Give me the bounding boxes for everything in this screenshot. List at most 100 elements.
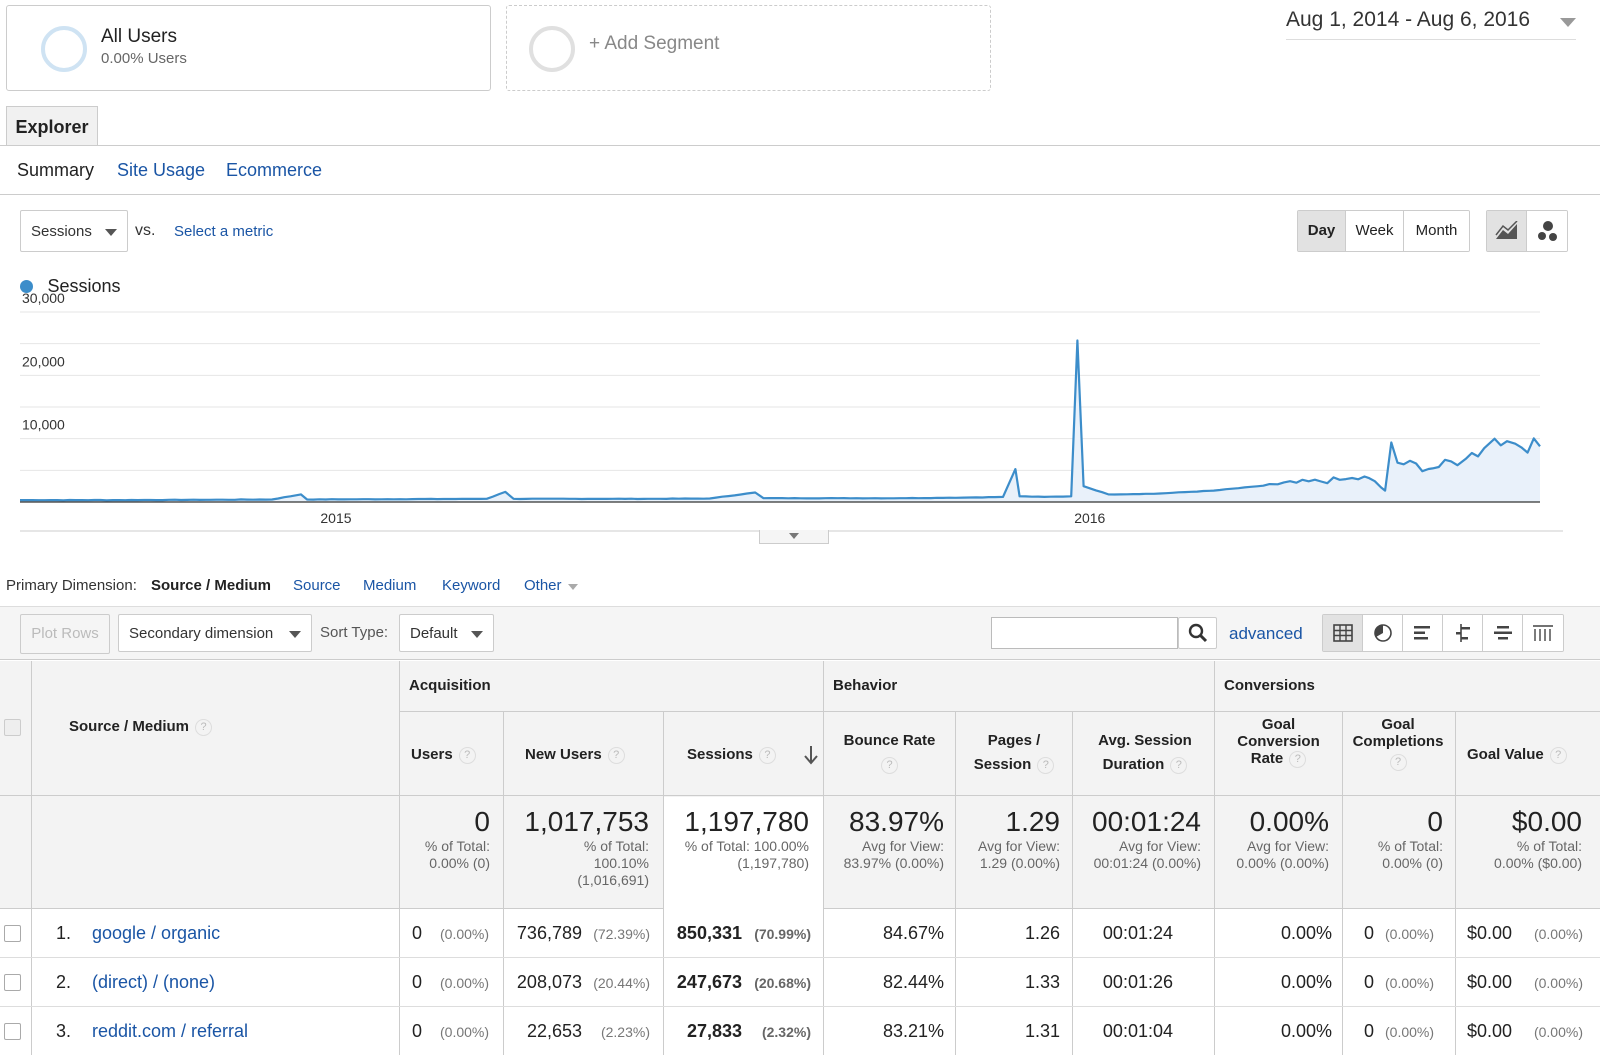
- row-goal-completions-pct: (0.00%): [1385, 1024, 1435, 1040]
- row-source-medium-link[interactable]: google / organic: [92, 923, 221, 943]
- row-source-medium-link[interactable]: (direct) / (none): [92, 972, 216, 992]
- total-avg-session-value: 00:01:24: [1092, 806, 1201, 837]
- row-sessions: 27,833: [686, 1021, 742, 1041]
- total-new-users-sub-1: % of Total:: [583, 838, 649, 854]
- col-new-users[interactable]: New Users?: [525, 746, 625, 764]
- row-number: 2.: [56, 972, 72, 992]
- row-sessions-pct: (70.99%): [754, 926, 811, 942]
- row-goal-completions-pct: (0.00%): [1385, 926, 1435, 942]
- advanced-link[interactable]: advanced: [1229, 624, 1303, 643]
- segment-subtitle: 0.00% Users: [101, 50, 187, 67]
- data-table-view-icon[interactable]: [1323, 615, 1363, 651]
- metric-select[interactable]: Sessions: [20, 210, 128, 252]
- sort-type-select[interactable]: Default: [399, 614, 494, 652]
- total-sessions-value: 1,197,780: [684, 806, 809, 837]
- sort-descending-icon: [804, 746, 818, 765]
- row-goal-completions: 0: [1364, 972, 1375, 992]
- select-metric-link[interactable]: Select a metric: [174, 223, 274, 240]
- sessions-line: [20, 339, 1541, 502]
- col-users-label: Users: [411, 746, 453, 763]
- row-avg-session: 00:01:24: [1102, 923, 1173, 943]
- help-icon: ?: [458, 746, 476, 764]
- subtab-ecommerce[interactable]: Ecommerce: [226, 160, 323, 180]
- chart-type-toggle: [1486, 210, 1568, 252]
- comparison-view-icon[interactable]: [1443, 615, 1483, 651]
- bar-chart-view-icon[interactable]: [1403, 615, 1443, 651]
- total-new-users: 1,017,753 % of Total: 100.10% (1,016,691…: [504, 806, 649, 889]
- row-sessions-pct: (2.32%): [761, 1024, 811, 1040]
- total-bounce-rate: 83.97% Avg for View: 83.97% (0.00%): [824, 806, 944, 872]
- row-new-users-pct: (72.39%): [593, 926, 650, 942]
- chevron-down-icon: [789, 533, 799, 539]
- total-bounce-rate-value: 83.97%: [849, 806, 944, 837]
- total-bounce-rate-sub-1: Avg for View:: [862, 838, 944, 854]
- sessions-area: [20, 340, 1540, 502]
- dimension-keyword[interactable]: Keyword: [442, 577, 501, 594]
- row-new-users: 736,789: [516, 923, 582, 943]
- row-source-medium-link[interactable]: reddit.com / referral: [92, 1021, 249, 1041]
- row-bounce-rate: 82.44%: [882, 972, 944, 992]
- col-goal-value[interactable]: Goal Value?: [1467, 746, 1567, 764]
- total-pages-session-sub-2: 1.29 (0.00%): [979, 855, 1060, 871]
- row-avg-session: 00:01:04: [1102, 1021, 1173, 1041]
- chevron-down-icon: [1560, 18, 1576, 27]
- col-avg-session[interactable]: Avg. Session Duration?: [1090, 729, 1200, 777]
- term-cloud-view-icon[interactable]: [1483, 615, 1523, 651]
- subtab-summary[interactable]: Summary: [17, 160, 95, 180]
- col-pages-session-label: Pages / Session: [973, 732, 1041, 773]
- subtab-site-usage[interactable]: Site Usage: [117, 160, 206, 180]
- chart-legend: Sessions: [20, 276, 121, 297]
- col-avg-session-label: Avg. Session Duration: [1098, 732, 1192, 773]
- col-users[interactable]: Users?: [411, 746, 476, 764]
- row-goal-value: $0.00: [1467, 972, 1513, 992]
- dimension-medium[interactable]: Medium: [363, 577, 417, 594]
- pie-chart-view-icon[interactable]: [1363, 615, 1403, 651]
- dimension-header[interactable]: Source / Medium?: [69, 718, 213, 736]
- date-range-picker[interactable]: Aug 1, 2014 - Aug 6, 2016: [1286, 8, 1576, 40]
- col-sessions[interactable]: Sessions?: [687, 746, 776, 764]
- granularity-month[interactable]: Month: [1404, 211, 1469, 251]
- col-bounce-rate[interactable]: Bounce Rate?: [824, 729, 955, 777]
- col-goal-conv-rate[interactable]: Goal Conversion Rate?: [1225, 716, 1332, 768]
- granularity-toggle: Day Week Month: [1297, 210, 1470, 252]
- col-goal-completions[interactable]: Goal Completions?: [1345, 716, 1451, 771]
- dimension-source[interactable]: Source: [293, 577, 341, 594]
- group-acquisition: Acquisition: [409, 677, 491, 694]
- granularity-day[interactable]: Day: [1298, 211, 1346, 251]
- pivot-view-icon[interactable]: [1523, 615, 1563, 651]
- row-goal-conv-rate: 0.00%: [1280, 1021, 1332, 1041]
- row-checkbox[interactable]: [4, 974, 21, 991]
- y-tick-label: 30,000: [22, 290, 65, 306]
- help-icon: ?: [1037, 756, 1055, 774]
- secondary-dimension-select[interactable]: Secondary dimension: [118, 614, 312, 652]
- row-goal-completions-pct: (0.00%): [1385, 975, 1435, 991]
- row-checkbox[interactable]: [4, 1023, 21, 1040]
- line-chart-icon[interactable]: [1487, 211, 1527, 251]
- segment-all-users[interactable]: All Users 0.00% Users: [6, 5, 491, 91]
- plot-rows-button[interactable]: Plot Rows: [20, 614, 110, 654]
- total-goal-completions-sub-2: 0.00% (0): [1382, 855, 1443, 871]
- chevron-down-icon: [289, 631, 301, 638]
- add-segment-button[interactable]: + Add Segment: [506, 5, 991, 91]
- row-new-users: 22,653: [526, 1021, 582, 1041]
- total-users-value: 0: [474, 806, 490, 837]
- granularity-week[interactable]: Week: [1346, 211, 1404, 251]
- table-search-input[interactable]: [991, 617, 1178, 649]
- dimension-other[interactable]: Other: [524, 577, 578, 594]
- row-checkbox[interactable]: [4, 925, 21, 942]
- tab-explorer[interactable]: Explorer: [6, 106, 98, 146]
- chart-collapse-handle[interactable]: [759, 530, 829, 544]
- table-row: 1. google / organic 0 (0.00%) 736,789 (72.39%…: [0, 909, 1600, 958]
- group-behavior: Behavior: [833, 677, 898, 694]
- col-pages-session[interactable]: Pages / Session?: [960, 729, 1068, 777]
- motion-chart-icon[interactable]: [1527, 211, 1567, 251]
- help-icon: ?: [1289, 750, 1307, 768]
- total-pages-session: 1.29 Avg for View: 1.29 (0.00%): [956, 806, 1060, 872]
- col-goal-conv-rate-label: Goal Conversion Rate: [1237, 716, 1320, 767]
- row-pages-session: 1.26: [1024, 923, 1060, 943]
- secondary-dimension-label: Secondary dimension: [129, 625, 274, 642]
- total-goal-conv-rate: 0.00% Avg for View: 0.00% (0.00%): [1215, 806, 1329, 872]
- search-button[interactable]: [1178, 617, 1217, 649]
- sort-type-label: Sort Type:: [320, 624, 389, 641]
- select-all-checkbox[interactable]: [4, 719, 21, 736]
